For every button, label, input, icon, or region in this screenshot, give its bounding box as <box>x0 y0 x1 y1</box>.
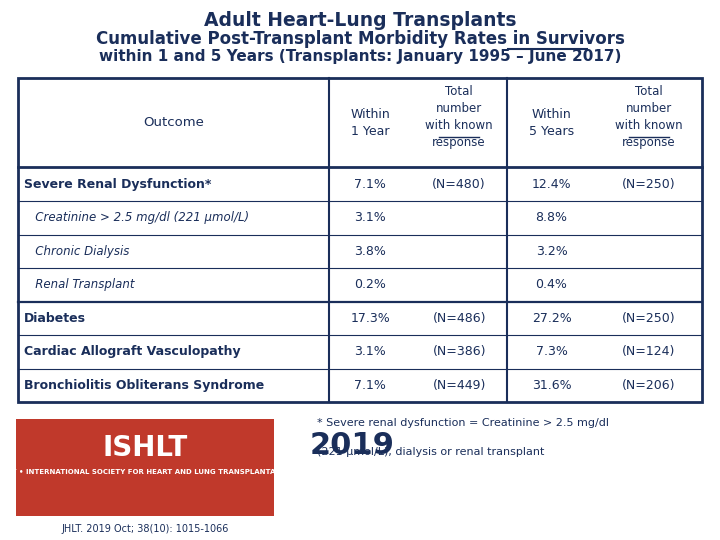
Text: Diabetes: Diabetes <box>24 312 86 325</box>
Text: (N=386): (N=386) <box>433 346 486 359</box>
Text: (N=449): (N=449) <box>433 379 486 392</box>
Text: Renal Transplant: Renal Transplant <box>24 278 134 292</box>
Text: 7.3%: 7.3% <box>536 346 567 359</box>
Text: 3.1%: 3.1% <box>354 211 386 224</box>
Text: * Severe renal dysfunction = Creatinine > 2.5 mg/dl: * Severe renal dysfunction = Creatinine … <box>317 418 609 429</box>
Text: 3.2%: 3.2% <box>536 245 567 258</box>
Text: 31.6%: 31.6% <box>531 379 572 392</box>
Text: ISHLT • INTERNATIONAL SOCIETY FOR HEART AND LUNG TRANSPLANTATION: ISHLT • INTERNATIONAL SOCIETY FOR HEART … <box>0 469 294 476</box>
Text: 7.1%: 7.1% <box>354 178 386 191</box>
Text: 3.1%: 3.1% <box>354 346 386 359</box>
Bar <box>16 418 274 516</box>
Text: Bronchiolitis Obliterans Syndrome: Bronchiolitis Obliterans Syndrome <box>24 379 264 392</box>
Text: (N=250): (N=250) <box>622 178 676 191</box>
Text: within 1 and 5 Years (Transplants: January 1995 – June 2017): within 1 and 5 Years (Transplants: Janua… <box>99 49 621 64</box>
Text: (N=250): (N=250) <box>622 312 676 325</box>
Text: Severe Renal Dysfunction*: Severe Renal Dysfunction* <box>24 178 211 191</box>
Bar <box>18 78 702 402</box>
Text: JHLT. 2019 Oct; 38(10): 1015-1066: JHLT. 2019 Oct; 38(10): 1015-1066 <box>61 524 228 534</box>
Text: Cumulative Post-Transplant Morbidity Rates in Survivors: Cumulative Post-Transplant Morbidity Rat… <box>96 30 624 48</box>
Text: 7.1%: 7.1% <box>354 379 386 392</box>
Text: 2019: 2019 <box>310 431 395 460</box>
Text: (N=480): (N=480) <box>433 178 486 191</box>
Text: Within
1 Year: Within 1 Year <box>351 108 390 138</box>
Text: (221 μmol/L), dialysis or renal transplant: (221 μmol/L), dialysis or renal transpla… <box>317 447 544 457</box>
Text: Total
number
with known
response: Total number with known response <box>615 85 683 150</box>
Text: Chronic Dialysis: Chronic Dialysis <box>24 245 129 258</box>
Text: 17.3%: 17.3% <box>351 312 390 325</box>
Text: Creatinine > 2.5 mg/dl (221 μmol/L): Creatinine > 2.5 mg/dl (221 μmol/L) <box>24 211 249 224</box>
Text: Cardiac Allograft Vasculopathy: Cardiac Allograft Vasculopathy <box>24 346 240 359</box>
Text: Adult Heart-Lung Transplants: Adult Heart-Lung Transplants <box>204 11 516 30</box>
Text: Within
5 Years: Within 5 Years <box>529 108 574 138</box>
Text: (N=206): (N=206) <box>622 379 676 392</box>
Text: Total
number
with known
response: Total number with known response <box>426 85 493 150</box>
Text: 27.2%: 27.2% <box>531 312 572 325</box>
Text: 3.8%: 3.8% <box>354 245 386 258</box>
Text: ISHLT: ISHLT <box>102 434 187 462</box>
Text: Outcome: Outcome <box>143 116 204 130</box>
Text: 8.8%: 8.8% <box>536 211 567 224</box>
Text: 0.2%: 0.2% <box>354 278 386 292</box>
Text: 12.4%: 12.4% <box>531 178 572 191</box>
Text: (N=124): (N=124) <box>622 346 675 359</box>
Text: 0.4%: 0.4% <box>536 278 567 292</box>
Text: (N=486): (N=486) <box>433 312 486 325</box>
